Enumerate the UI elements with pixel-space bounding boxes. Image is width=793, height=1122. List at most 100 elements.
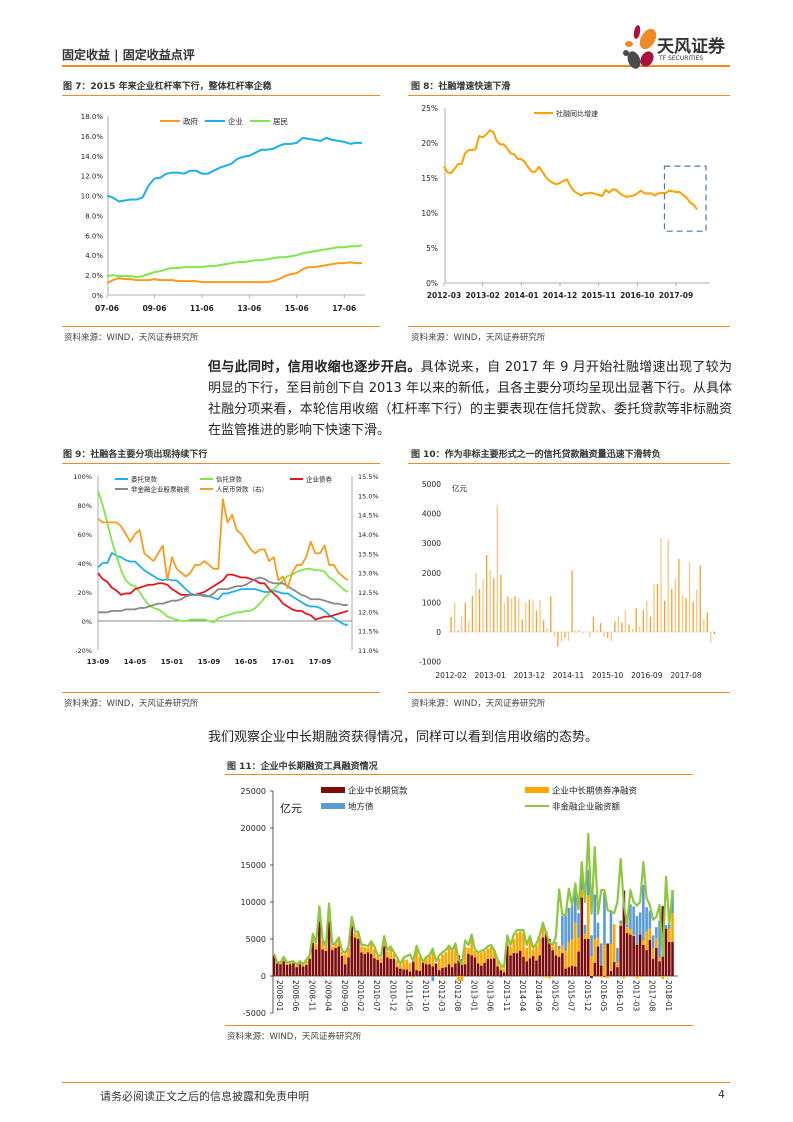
bar-segment	[405, 969, 409, 976]
bar-segment	[629, 929, 632, 935]
bar-segment	[431, 966, 435, 976]
logo-text-cn: 天风证券	[657, 37, 725, 57]
bar	[710, 632, 712, 643]
bar-segment	[301, 966, 305, 976]
legend-label: 非金融企业股票融资	[131, 485, 190, 494]
bar-segment	[606, 976, 610, 979]
bar-segment	[360, 946, 363, 953]
figure-9-title: 图 9：社融各主要分项出现持续下行	[63, 450, 208, 460]
x-tick-label: 15-09	[198, 658, 221, 666]
bar-segment	[544, 931, 548, 976]
bar-segment	[570, 904, 574, 940]
bar-segment	[412, 958, 415, 976]
bar-segment	[314, 944, 318, 950]
bar-segment	[334, 947, 337, 976]
bar	[486, 555, 488, 632]
y-tick-label: 0	[261, 972, 266, 981]
y-tick-label: 20000	[241, 824, 266, 833]
body-paragraph-2: 我们观察企业中长期融资获得情况，同样可以看到信用收缩的态势。	[208, 730, 599, 745]
bar	[589, 632, 591, 638]
bar-segment	[658, 920, 661, 958]
y-tick-label: -5000	[243, 1009, 266, 1018]
x-tick-label: 2012-08	[453, 980, 462, 1012]
bar-segment	[655, 947, 658, 976]
x-tick-label: 2016-10	[615, 980, 624, 1012]
bar-segment	[321, 949, 324, 976]
bar	[624, 610, 627, 632]
bar-segment	[648, 928, 652, 940]
y-tick-label: 10000	[241, 898, 266, 907]
bar-segment	[331, 950, 334, 976]
bar-segment	[353, 933, 357, 938]
bar	[639, 626, 641, 632]
y-tick-label: 20%	[78, 589, 92, 597]
bar-segment	[599, 965, 603, 976]
y-tick-label: 6.0%	[85, 232, 103, 240]
bar-segment	[599, 976, 603, 978]
series-line-1	[106, 136, 362, 203]
bar-segment	[499, 965, 503, 971]
paragraph-1-text: 具体说来，自 2017 年 9 月开始社融增速出现了较为明显的下行，至目前创下自…	[208, 360, 732, 438]
bar-segment	[382, 946, 386, 976]
bar-segment	[402, 969, 405, 976]
legend-label: 委托贷款	[131, 475, 158, 484]
legend-label: 社融同比增速	[556, 109, 598, 118]
bar-segment	[428, 964, 431, 976]
bar-segment	[531, 949, 535, 957]
y-tick-label: 5000	[246, 935, 266, 944]
bar-segment	[593, 894, 597, 939]
bar-segment	[603, 892, 606, 945]
bar-segment	[603, 976, 606, 977]
brand-logo: 天风证券 TF SECURITIES	[620, 22, 732, 72]
bar-segment	[528, 958, 532, 976]
bar-segment	[645, 950, 648, 976]
bar-segment	[580, 897, 584, 976]
bar	[560, 632, 563, 642]
bar-segment	[457, 976, 460, 982]
x-tick-label: 15-06	[285, 304, 309, 313]
bar-segment	[363, 953, 367, 976]
bar-segment	[538, 955, 541, 976]
bar-segment	[412, 976, 415, 978]
x-tick-label: 2012-03	[437, 980, 446, 1012]
series-line-0	[97, 551, 349, 627]
bar	[713, 632, 716, 635]
bar-segment	[279, 964, 282, 976]
bar	[482, 578, 484, 632]
bar-segment	[486, 948, 490, 959]
bar-segment	[580, 871, 584, 891]
bar-segment	[470, 936, 473, 956]
figure-10-top-rule	[408, 463, 730, 464]
bar-segment	[470, 955, 473, 976]
series-line-3	[272, 832, 674, 969]
figure-11-source: 资料来源：WIND，天风证券研究所	[227, 1032, 362, 1042]
bar-segment	[343, 964, 347, 976]
bar-segment	[305, 961, 308, 965]
y-tick-label: 0%	[92, 292, 103, 300]
figure-11-top-rule	[225, 774, 693, 775]
bar-segment	[331, 946, 334, 951]
header-divider	[62, 65, 730, 67]
bar-segment	[596, 937, 600, 947]
bar	[475, 572, 477, 632]
bar-segment	[616, 962, 619, 968]
bar-segment	[457, 955, 460, 976]
bar-segment	[288, 964, 292, 976]
bar-segment	[642, 944, 645, 976]
highlight-box	[663, 165, 707, 232]
bar-segment	[463, 947, 467, 965]
bar-segment	[655, 938, 658, 948]
bar	[567, 632, 570, 641]
bar-segment	[337, 946, 341, 976]
y-tick-label: 10.0%	[81, 193, 104, 201]
bar-segment	[454, 945, 457, 964]
bar-segment	[441, 954, 444, 968]
bar-segment	[583, 933, 587, 939]
y-tick-label: 13.5%	[358, 550, 379, 558]
bar-segment	[570, 939, 574, 966]
bar-segment	[609, 910, 613, 945]
bar-segment	[648, 939, 652, 976]
bar-segment	[583, 939, 587, 976]
